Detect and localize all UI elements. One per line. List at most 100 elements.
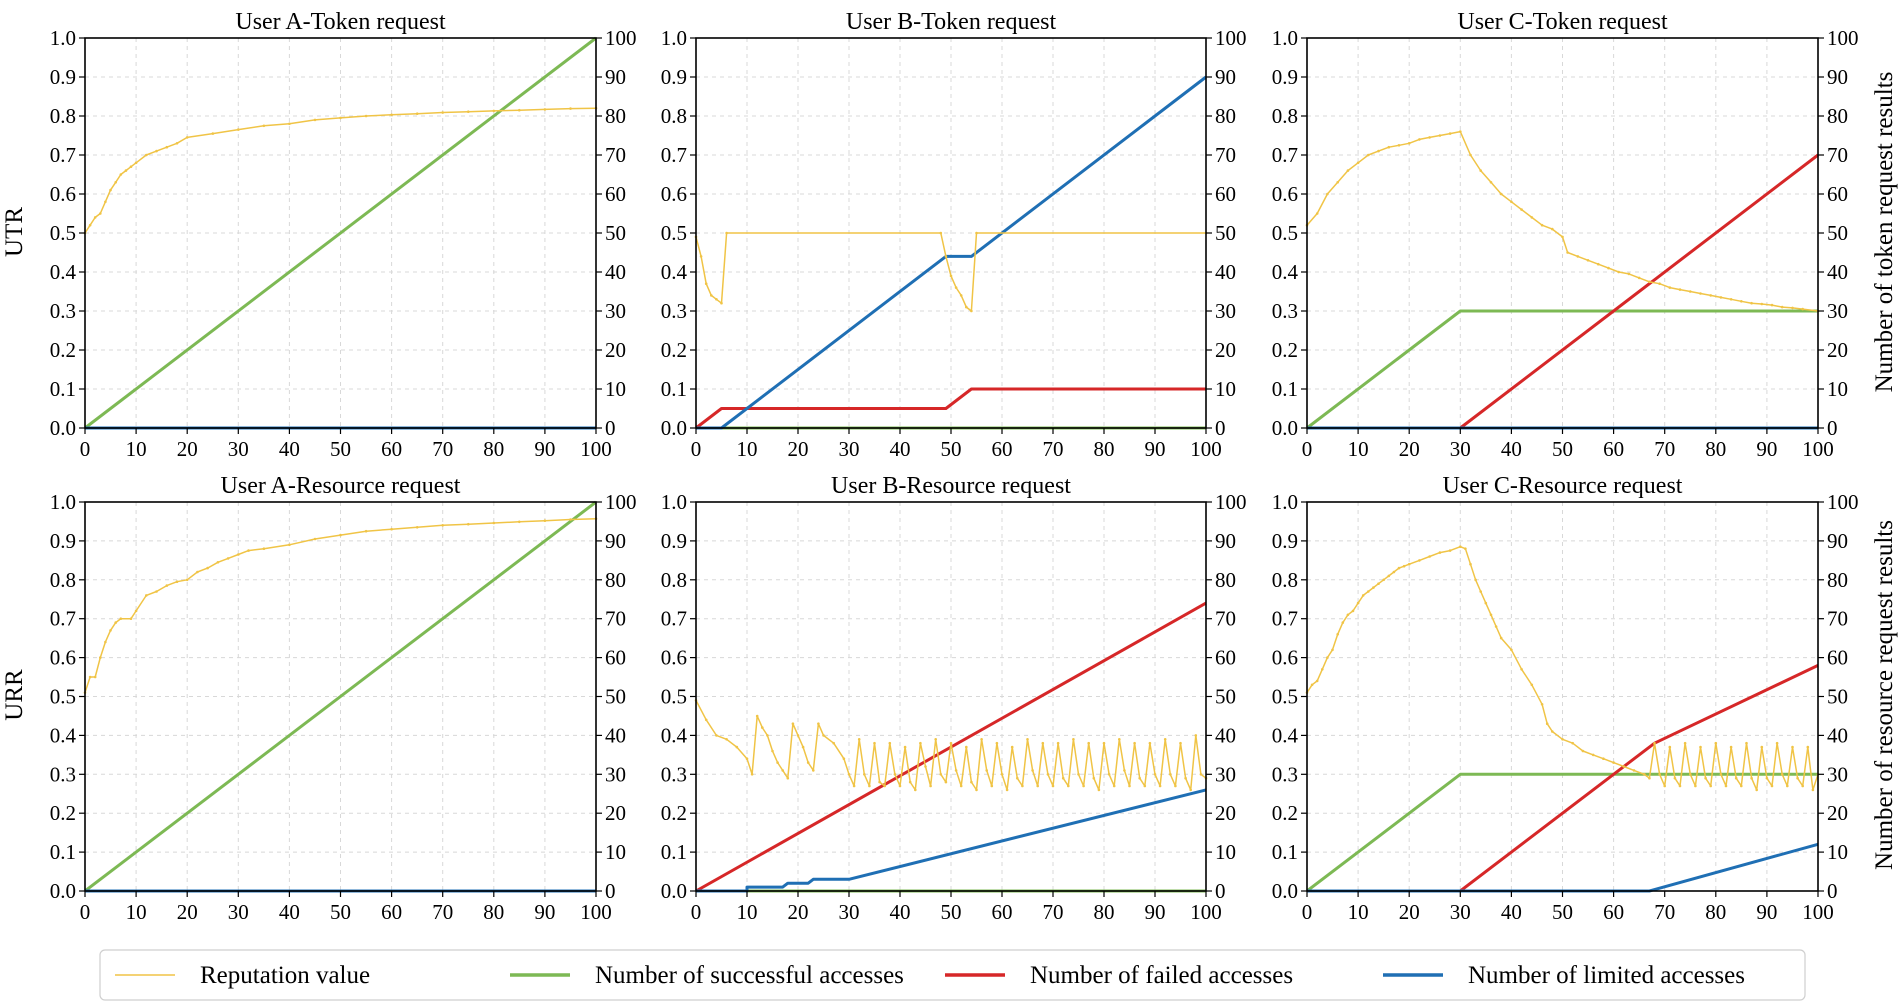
reputation-point <box>1387 145 1391 149</box>
reputation-point <box>175 142 179 145</box>
panel-1: 0 10 20 30 40 50 60 70 80 90 1000.00.10.20.30.40.5… <box>50 9 637 461</box>
reputation-point <box>1632 769 1636 772</box>
reputation-point <box>990 784 994 788</box>
y-left-tick-label: 0.5 <box>661 221 687 245</box>
reputation-point <box>1673 776 1677 780</box>
reputation-point <box>155 149 158 153</box>
reputation-point <box>1612 761 1615 764</box>
x-tick-label: 80 <box>483 437 504 461</box>
reputation-point <box>1061 776 1065 780</box>
reputation-point <box>1331 648 1334 652</box>
reputation-point <box>518 108 521 112</box>
reputation-point <box>1448 549 1452 552</box>
reputation-point <box>975 788 978 792</box>
reputation-point <box>995 741 999 745</box>
reputation-point <box>1010 745 1014 749</box>
reputation-point <box>1346 169 1350 172</box>
reputation-point <box>1479 169 1482 172</box>
reputation-point <box>1607 266 1610 270</box>
y-right-tick-label: 80 <box>1215 104 1236 128</box>
x-tick-label: 90 <box>1145 437 1166 461</box>
y-left-tick-label: 0.9 <box>50 65 76 89</box>
panel-2: 0 10 20 30 40 50 60 70 80 90 1000.00.10.20.30.40.5… <box>661 9 1247 461</box>
y-right-tick-label: 100 <box>1215 26 1247 50</box>
reputation-point <box>852 784 856 788</box>
x-tick-label: 70 <box>1043 900 1064 924</box>
reputation-point <box>1740 784 1743 788</box>
reputation-point <box>822 734 825 737</box>
reputation-point <box>1714 741 1718 745</box>
reputation-point <box>339 533 342 537</box>
x-tick-label: 100 <box>1802 437 1834 461</box>
reputation-point <box>1694 784 1697 788</box>
y-right-tick-label: 40 <box>1827 723 1848 747</box>
reputation-point <box>745 757 749 760</box>
y-right-tick-label: 30 <box>605 762 626 786</box>
y-left-tick-label: 0.8 <box>661 568 687 592</box>
reputation-point <box>1112 784 1116 788</box>
reputation-point <box>1755 788 1758 792</box>
reputation-point <box>1775 741 1779 745</box>
reputation-point <box>1627 272 1631 276</box>
x-tick-label: 70 <box>1043 437 1064 461</box>
x-tick-label: 90 <box>1756 900 1777 924</box>
y-right-tick-label: 80 <box>605 568 626 592</box>
y-right-tick-label: 40 <box>605 723 626 747</box>
y-left-tick-label: 0.2 <box>50 801 76 825</box>
x-tick-label: 10 <box>126 900 147 924</box>
y-left-tick-label: 0.4 <box>50 260 77 284</box>
reputation-point <box>1791 745 1794 749</box>
y-left-tick-label: 0.3 <box>50 299 76 323</box>
reputation-point <box>415 112 419 115</box>
reputation-point <box>791 722 795 725</box>
reputation-point <box>93 216 97 219</box>
y-right-tick-label: 20 <box>1827 338 1848 362</box>
reputation-point <box>1489 613 1493 617</box>
reputation-point <box>313 537 317 541</box>
reputation-point <box>715 298 718 301</box>
reputation-point <box>1163 738 1167 741</box>
x-tick-label: 30 <box>839 437 860 461</box>
x-tick-label: 0 <box>691 900 702 924</box>
reputation-point <box>868 784 871 788</box>
series-failed-line <box>695 387 1206 430</box>
reputation-point <box>1336 633 1339 636</box>
right-axis-label-row-1: Number of token request results <box>1871 72 1898 393</box>
reputation-point <box>1438 551 1442 554</box>
y-right-tick-label: 0 <box>1827 416 1838 440</box>
reputation-point <box>1153 773 1157 776</box>
panel-title: User A-Resource request <box>221 473 461 499</box>
reputation-point <box>1668 745 1672 749</box>
reputation-point <box>1591 753 1595 757</box>
reputation-point <box>965 745 968 749</box>
reputation-point <box>1561 235 1564 239</box>
reputation-point <box>1724 784 1728 788</box>
left-axis-label-row-2: URR <box>1 669 28 721</box>
reputation-point <box>1448 132 1452 135</box>
legend-item-successful: Number of successful accesses <box>510 962 904 989</box>
reputation-point <box>1663 784 1666 788</box>
reputation-point <box>817 722 820 725</box>
reputation-point <box>1806 745 1810 749</box>
y-right-tick-label: 30 <box>1215 762 1236 786</box>
reputation-point <box>1709 294 1712 297</box>
reputation-point <box>492 109 496 113</box>
reputation-point <box>985 769 988 772</box>
y-right-tick-label: 30 <box>605 299 626 323</box>
y-right-tick-label: 70 <box>1827 607 1848 631</box>
reputation-point <box>1367 590 1370 593</box>
x-tick-label: 0 <box>1302 900 1313 924</box>
series-successful-line <box>1306 309 1818 430</box>
reputation-point <box>812 769 815 772</box>
x-tick-label: 20 <box>177 437 198 461</box>
x-tick-label: 100 <box>1190 437 1222 461</box>
reputation-point <box>1148 741 1152 745</box>
reputation-point <box>1194 734 1198 737</box>
y-right-tick-label: 70 <box>1215 143 1236 167</box>
reputation-point <box>919 741 922 745</box>
y-right-tick-label: 50 <box>1215 685 1236 709</box>
reputation-point <box>216 561 220 564</box>
reputation-point <box>1699 292 1702 295</box>
reputation-point <box>1484 601 1488 605</box>
reputation-point <box>1382 578 1385 582</box>
